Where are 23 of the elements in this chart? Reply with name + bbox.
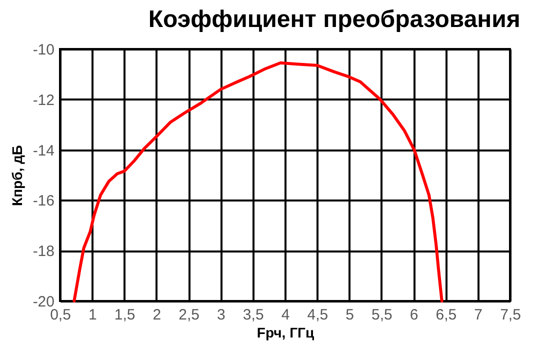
x-tick-label: 1 [88,306,97,324]
x-tick-label: 4,5 [307,306,328,324]
x-tick-label: 3,5 [242,306,264,324]
x-tick-label: 6 [410,306,418,324]
line-series [72,61,444,302]
y-tick-label: -18 [32,243,54,260]
x-tick-label: 4 [281,306,290,324]
y-tick-label: -16 [32,192,54,210]
y-tick-label: -12 [32,92,54,109]
y-tick-label: -14 [32,142,54,160]
x-tick-label: 5,5 [372,306,392,324]
y-axis-title: Кпрб, дБ [8,145,25,206]
x-tick-label: 2 [152,306,162,324]
x-tick-label: 6,5 [436,306,457,324]
x-tick-label: 1,5 [114,306,136,324]
chart-title: Коэффициент преобразования [148,6,520,33]
x-tick-label: 7 [474,306,483,324]
x-tick-label: 5 [346,306,354,324]
y-tick-label: -10 [32,42,54,58]
x-axis-title: Fрч, ГГц [256,324,314,340]
x-tick-label: 2,5 [178,306,200,324]
x-tick-label: 7,5 [500,306,521,324]
x-tick-label: 3 [217,306,226,324]
